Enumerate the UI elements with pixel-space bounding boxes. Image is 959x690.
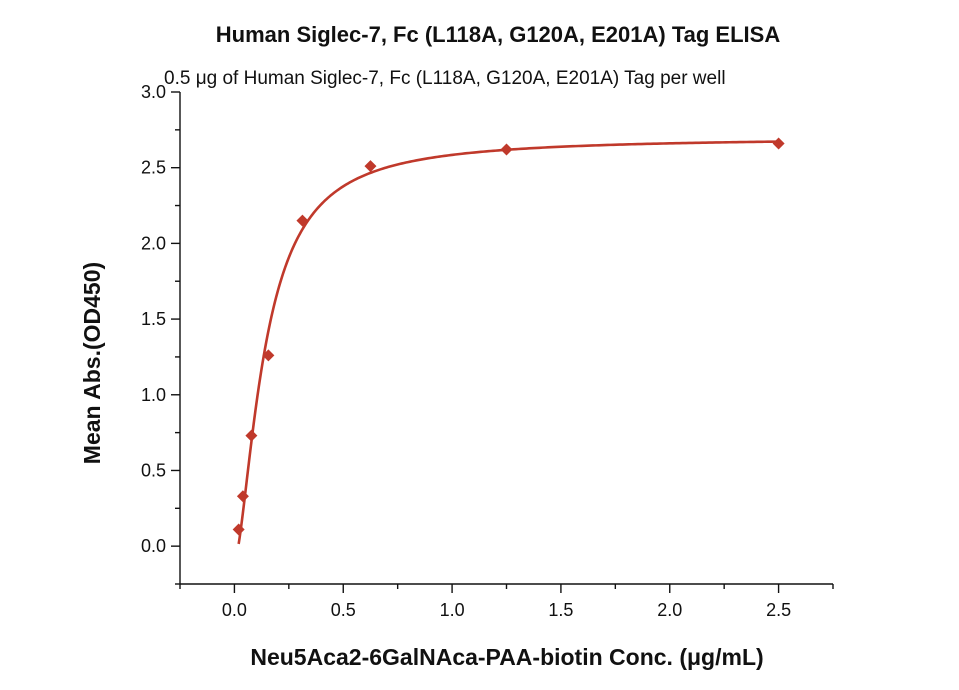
y-tick-label: 1.5 xyxy=(141,309,166,329)
y-tick-label: 0.0 xyxy=(141,536,166,556)
x-tick-label: 2.0 xyxy=(657,600,682,620)
y-tick-label: 3.0 xyxy=(141,82,166,102)
chart-subtitle: 0.5 μg of Human Siglec-7, Fc (L118A, G12… xyxy=(164,68,726,89)
chart-title: Human Siglec-7, Fc (L118A, G120A, E201A)… xyxy=(216,22,781,47)
data-point xyxy=(236,490,249,503)
y-tick-label: 0.5 xyxy=(141,460,166,480)
x-tick-label: 0.5 xyxy=(331,600,356,620)
data-point xyxy=(262,349,275,362)
x-tick-label: 1.5 xyxy=(548,600,573,620)
data-point xyxy=(500,143,513,156)
axes xyxy=(179,92,833,585)
y-axis-title: Mean Abs.(OD450) xyxy=(79,262,105,464)
fit-curve-group xyxy=(237,140,779,545)
data-point xyxy=(245,429,258,442)
fit-curve xyxy=(237,140,779,545)
data-point xyxy=(296,214,309,227)
x-axis-title: Neu5Aca2-6GalNAca-PAA-biotin Conc. (μg/m… xyxy=(250,644,763,670)
data-point xyxy=(364,160,377,173)
x-tick-label: 2.5 xyxy=(766,600,791,620)
x-axis-ticks: 0.0 0.5 1.0 1.5 2.0 2.5 xyxy=(179,584,834,620)
x-tick-label: 0.0 xyxy=(222,600,247,620)
data-point xyxy=(772,137,785,150)
data-points xyxy=(232,137,785,536)
y-tick-label: 1.0 xyxy=(141,385,166,405)
y-axis-ticks: 0.0 0.5 1.0 1.5 2.0 2.5 3.0 xyxy=(141,82,180,585)
y-tick-label: 2.0 xyxy=(141,233,166,253)
data-point xyxy=(232,523,245,536)
x-tick-label: 1.0 xyxy=(440,600,465,620)
y-tick-label: 2.5 xyxy=(141,158,166,178)
